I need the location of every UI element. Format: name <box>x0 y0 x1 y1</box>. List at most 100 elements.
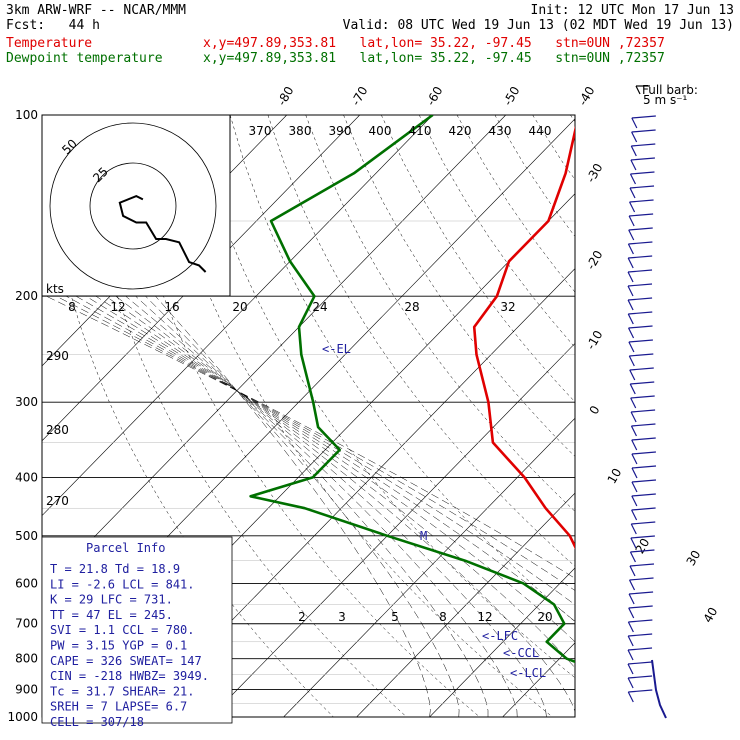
wind-barb-flag <box>627 649 634 661</box>
isotherm-line <box>722 115 740 717</box>
isotherm-label: 40 <box>701 605 721 625</box>
wbz-label: 12 <box>110 300 125 314</box>
isotherm-label: -40 <box>576 84 598 108</box>
wind-barb <box>631 465 657 469</box>
wind-barb <box>628 255 653 259</box>
wind-barb <box>631 437 656 441</box>
annotation-label: <-EL <box>322 342 351 356</box>
isotherm-label: -30 <box>584 161 606 185</box>
mixing-ratio-label: 5 <box>391 610 399 624</box>
parcel-info-row: LI = -2.6 LCL = 841. <box>50 577 195 591</box>
dewpoint-probe: x,y=497.89,353.81 lat,lon= 35.22, -97.45… <box>203 51 665 66</box>
wind-key-value: 5 m s⁻¹ <box>643 93 688 107</box>
dewpoint-legend: Dewpoint temperature <box>6 51 163 66</box>
theta-e-label: 380 <box>289 124 312 138</box>
wind-barb <box>629 185 655 189</box>
mixing-ratio-label: 12 <box>477 610 492 624</box>
isotherm-label: -20 <box>584 248 606 272</box>
wind-barb <box>628 227 653 231</box>
dry-adiabat <box>646 115 740 717</box>
wind-barb-flag <box>630 397 637 409</box>
wind-barb <box>627 283 653 287</box>
mixing-ratio-label: 8 <box>439 610 447 624</box>
wind-barb <box>631 451 656 455</box>
wind-barb-flag <box>628 607 635 619</box>
wind-barb-flag <box>627 271 634 283</box>
isotherm-label: 0 <box>587 403 603 417</box>
wind-barb-flag <box>627 313 634 325</box>
wind-barb <box>628 325 653 329</box>
pressure-label: 200 <box>15 289 38 303</box>
wind-barb-flag <box>627 677 634 689</box>
wind-barb-flag <box>631 453 638 465</box>
wind-barb-flag <box>627 663 634 675</box>
theta-e-label: 410 <box>409 124 432 138</box>
wind-barb-flag <box>630 145 637 157</box>
wind-barb <box>631 493 656 497</box>
wind-barb-flag <box>629 551 636 563</box>
isotherm-line <box>576 115 740 717</box>
isotherm-label: -80 <box>275 84 297 108</box>
wind-barb-flag <box>628 341 635 353</box>
wind-barb <box>630 549 655 553</box>
wind-barb <box>630 171 655 175</box>
wind-barb <box>630 395 655 399</box>
wind-barb-flag <box>629 187 636 199</box>
wind-key: Full barb: 5 m s⁻¹ <box>635 83 698 107</box>
isotherm-label: -50 <box>501 84 523 108</box>
wind-barb-flag <box>630 159 637 171</box>
isotherm-label: 20 <box>633 536 653 556</box>
wbz-label: 24 <box>312 300 327 314</box>
wind-barb-flag <box>627 257 634 269</box>
wind-barb <box>629 213 654 217</box>
annotation-label: <-LCL <box>510 666 546 680</box>
parcel-info-row: CAPE = 326 SWEAT= 147 <box>50 654 202 668</box>
wind-barb <box>630 535 655 539</box>
dry-adiabat <box>494 115 575 237</box>
wind-barb-flag <box>628 327 635 339</box>
parcel-info-row: SREH = 7 LAPSE= 6.7 <box>50 700 187 714</box>
isotherm-label: 30 <box>684 548 704 568</box>
wind-barb-flag <box>629 565 636 577</box>
temperature-legend: Temperature <box>6 36 93 51</box>
isotherm-line <box>283 417 575 717</box>
wind-barb <box>627 269 653 273</box>
wbz-label: 28 <box>404 300 419 314</box>
wind-barb-flag <box>627 243 634 255</box>
wind-barb <box>629 563 655 567</box>
wind-barb-flag <box>631 117 638 129</box>
wind-barb-flag <box>630 425 637 437</box>
wind-barb <box>631 115 656 119</box>
low-level-barbs <box>651 659 667 719</box>
moist-adiabat <box>115 296 547 717</box>
pressure-label: 700 <box>15 617 38 631</box>
dry-adiabat <box>305 115 575 512</box>
isotherm-label: -70 <box>349 84 371 108</box>
wind-barb <box>629 199 654 203</box>
mixing-ratio-label: 2 <box>298 610 306 624</box>
theta-e-label: 390 <box>329 124 352 138</box>
pressure-label: 800 <box>15 652 38 666</box>
isotherm-line <box>356 492 575 717</box>
wind-barb-flag <box>631 467 638 479</box>
wind-barb-flag <box>628 355 635 367</box>
parcel-info-title: Parcel Info <box>86 541 165 555</box>
parcel-info-row: Tc = 31.7 SHEAR= 21. <box>50 684 195 698</box>
theta-label: 270 <box>46 494 69 508</box>
wind-barb <box>629 367 654 371</box>
dry-adiabat <box>722 115 740 717</box>
forecast-hour: Fcst: 44 h <box>6 18 100 33</box>
wind-barb <box>628 241 653 245</box>
wind-barb-flag <box>631 131 638 143</box>
valid-time: Valid: 08 UTC Wed 19 Jun 13 (02 MDT Wed … <box>342 18 734 33</box>
wind-barb-flag <box>627 299 634 311</box>
wind-barb <box>628 311 653 315</box>
wind-barb-flag <box>628 215 635 227</box>
theta-e-label: 370 <box>249 124 272 138</box>
parcel-info-row: TT = 47 EL = 245. <box>50 608 173 622</box>
parcel-info-row: CELL = 307/18 <box>50 715 144 729</box>
wind-barb-flag <box>628 229 635 241</box>
pressure-label: 300 <box>15 395 38 409</box>
